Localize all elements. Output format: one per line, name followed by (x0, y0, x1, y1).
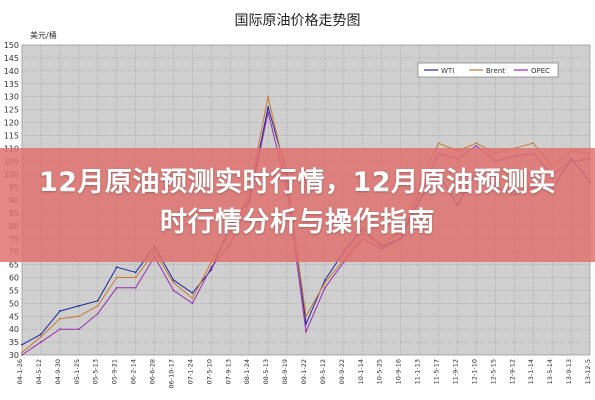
data-point-brent (134, 276, 137, 279)
y-tick-label: 35 (9, 338, 19, 347)
data-point-brent (267, 95, 270, 98)
data-point-brent (58, 317, 61, 320)
y-tick-label: 45 (9, 312, 19, 321)
data-point-opec (58, 328, 61, 331)
x-tick-label: 07-9-13 (224, 359, 232, 384)
x-tick-label: 06-2-14 (130, 359, 138, 384)
data-point-opec (475, 144, 478, 147)
x-tick-label: 11-5-17 (433, 359, 441, 384)
data-point-opec (305, 330, 307, 333)
legend-label-brent: Brent (486, 67, 505, 75)
data-point-opec (96, 312, 99, 315)
data-point-wti (115, 266, 118, 269)
y-axis-label: 美元/桶 (30, 30, 57, 40)
y-tick-label: 50 (9, 299, 19, 308)
x-tick-label: 04-9-30 (54, 359, 62, 384)
x-tick-label: 12-1-10 (470, 359, 478, 384)
data-point-opec (21, 354, 23, 356)
y-tick-label: 60 (9, 274, 19, 283)
y-tick-label: 120 (4, 119, 19, 128)
data-point-brent (191, 297, 194, 300)
y-tick-label: 115 (4, 131, 19, 140)
x-tick-label: 04-1-26 (16, 359, 24, 384)
data-point-brent (21, 351, 23, 354)
data-point-opec (267, 111, 270, 114)
data-point-brent (437, 142, 440, 145)
x-tick-label: 13-5-14 (546, 359, 554, 384)
x-tick-label: 07-1-24 (186, 359, 194, 384)
x-tick-label: 08-5-13 (262, 359, 270, 384)
x-tick-label: 06-6-28 (149, 359, 157, 384)
legend-label-wti: WTI (441, 67, 454, 75)
x-tick-label: 11-1-13 (414, 359, 422, 384)
x-tick-label: 13-1-14 (527, 359, 535, 384)
x-tick-label: 11-9-12 (451, 359, 459, 384)
data-point-opec (115, 286, 118, 289)
data-point-opec (191, 302, 194, 305)
y-tick-label: 125 (4, 106, 19, 115)
data-point-brent (305, 315, 307, 318)
x-tick-label: 12-9-12 (508, 359, 516, 384)
data-point-brent (172, 281, 175, 284)
data-point-brent (532, 142, 535, 145)
data-point-brent (40, 336, 42, 338)
x-tick-label: 09-1-22 (300, 359, 308, 384)
y-tick-label: 140 (4, 67, 19, 76)
x-tick-label: 06-10-17 (167, 359, 175, 389)
y-tick-label: 55 (9, 286, 19, 295)
data-point-wti (96, 299, 99, 302)
x-tick-label: 13-12-5 (584, 359, 592, 384)
data-point-wti (58, 310, 61, 312)
data-point-brent (475, 142, 478, 145)
data-point-wti (210, 268, 213, 271)
legend-label-opec: OPEC (531, 67, 550, 75)
data-point-brent (77, 315, 80, 318)
data-point-brent (96, 305, 99, 307)
x-tick-label: 09-9-22 (338, 359, 346, 384)
x-tick-label: 12-5-15 (489, 359, 497, 384)
y-tick-label: 40 (9, 325, 19, 334)
x-tick-label: 05-1-25 (73, 359, 81, 384)
data-point-wti (21, 343, 23, 346)
data-point-brent (115, 276, 118, 279)
data-point-wti (172, 279, 175, 281)
y-tick-label: 65 (9, 261, 19, 270)
x-tick-label: 07-5-10 (205, 359, 213, 384)
x-tick-label: 05-5-13 (92, 359, 100, 384)
x-tick-label: 08-9-19 (281, 359, 289, 384)
data-point-opec (324, 286, 326, 289)
x-tick-label: 10-5-25 (376, 359, 384, 384)
legend-box (417, 62, 559, 78)
y-tick-label: 150 (4, 41, 19, 50)
chart-title: 国际原油价格走势图 (234, 13, 361, 29)
data-point-opec (172, 289, 175, 292)
data-point-wti (267, 106, 270, 108)
data-point-brent (324, 281, 326, 284)
x-tick-label: 04-5-12 (35, 359, 43, 384)
data-point-wti (324, 279, 326, 281)
y-tick-label: 30 (9, 351, 19, 360)
data-point-opec (210, 266, 213, 269)
data-point-wti (191, 292, 194, 294)
x-tick-label: 08-1-24 (243, 359, 251, 384)
x-tick-label: 10-1-14 (357, 359, 365, 384)
data-point-wti (134, 271, 137, 274)
y-tick-label: 135 (4, 80, 19, 89)
data-point-wti (305, 323, 307, 325)
x-tick-label: 10-9-16 (395, 359, 403, 384)
y-tick-label: 130 (4, 93, 19, 102)
data-point-opec (134, 286, 137, 289)
headline-banner (0, 148, 595, 262)
x-tick-label: 13-9-13 (565, 359, 573, 384)
x-tick-label: 09-5-12 (319, 359, 327, 384)
data-point-opec (40, 341, 42, 343)
y-tick-label: 145 (4, 54, 19, 63)
data-point-wti (77, 305, 80, 307)
data-point-opec (77, 328, 80, 331)
data-point-wti (40, 333, 42, 336)
headline-text: 12月原油预测实时行情，12月原油预测实时行情分析与操作指南 (38, 167, 557, 238)
x-tick-label: 05-9-21 (111, 359, 119, 384)
